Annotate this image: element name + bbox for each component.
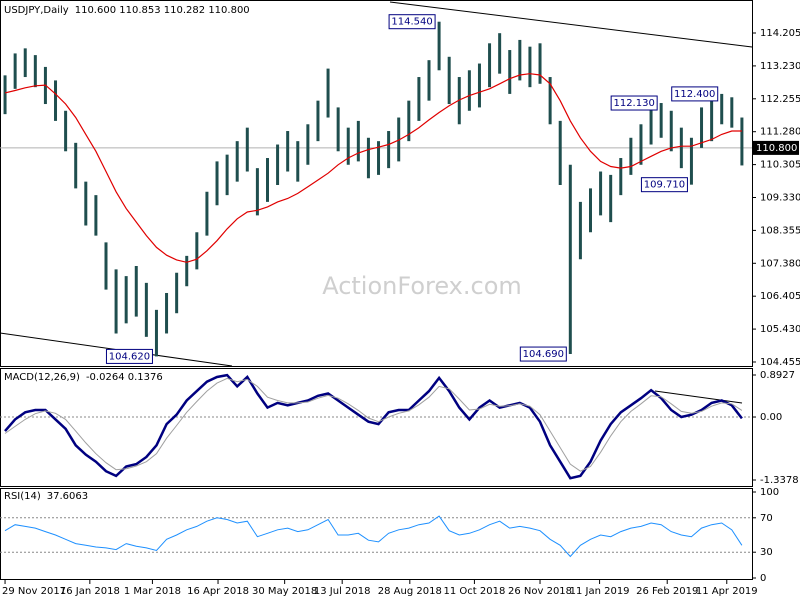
annotation-box: [671, 86, 719, 102]
y-tick-label: 111.280: [760, 127, 800, 138]
x-tick-label: 28 Aug 2018: [378, 586, 442, 597]
indicator-line: [4, 373, 743, 480]
x-tick-label: 16 Apr 2018: [187, 586, 249, 597]
pane-title: RSI(14): [4, 491, 41, 502]
annotation-label: 112.400: [674, 89, 715, 100]
pane-values: 37.6063: [47, 491, 88, 502]
rsi-pane: [0, 488, 753, 580]
trend-line: [389, 1, 753, 48]
y-tick-label: 106.405: [760, 291, 800, 302]
annotation-label: 104.690: [523, 349, 564, 360]
annotation-label: 112.130: [613, 98, 654, 109]
y-tick-label: 112.255: [760, 94, 800, 105]
watermark: ActionForex.com: [322, 272, 522, 300]
annotation-box: [640, 177, 688, 193]
x-tick-label: 30 May 2018: [252, 586, 317, 597]
y-tick-label: 104.455: [760, 357, 800, 368]
x-tick-label: 11 Oct 2018: [444, 586, 506, 597]
y-tick-label: 0.00: [760, 412, 782, 423]
y-tick-label: 110.305: [760, 160, 800, 171]
macd-pane: [0, 368, 753, 487]
x-tick-label: 1 Mar 2018: [124, 586, 181, 597]
pane-title: MACD(12,26,9): [4, 372, 80, 383]
price-pane: [0, 0, 753, 367]
x-tick-label: 11 Apr 2019: [696, 586, 758, 597]
y-tick-label: 70: [760, 513, 773, 524]
pane-values: 110.600 110.853 110.282 110.800: [75, 5, 250, 16]
x-tick-label: 11 Jan 2019: [570, 586, 630, 597]
y-tick-label: 100: [760, 487, 779, 498]
annotation-label: 104.620: [109, 351, 150, 362]
x-tick-label: 29 Nov 2017: [2, 586, 66, 597]
y-tick-label: 30: [760, 547, 773, 558]
y-tick-label: 114.205: [760, 28, 800, 39]
y-tick-label: 0.8927: [760, 370, 795, 381]
annotation-box: [388, 14, 436, 30]
x-tick-label: 26 Feb 2019: [636, 586, 698, 597]
annotation-label: 109.710: [644, 180, 685, 191]
annotation-box: [519, 346, 567, 362]
last-price-box: [753, 140, 799, 155]
indicator-line: [4, 515, 743, 558]
y-tick-label: 113.230: [760, 61, 800, 72]
annotation-box: [105, 348, 153, 364]
x-tick-label: 13 Jul 2018: [314, 586, 371, 597]
pane-values: -0.0264 0.1376: [86, 372, 163, 383]
annotation-label: 114.540: [391, 17, 432, 28]
moving-average: [4, 73, 742, 263]
pane-title: USDJPY,Daily: [4, 5, 69, 16]
y-tick-label: 108.355: [760, 225, 800, 236]
y-tick-label: 0: [760, 573, 766, 584]
x-tick-label: 26 Nov 2018: [508, 586, 572, 597]
annotation-box: [610, 95, 658, 111]
y-tick-label: -1.3378: [760, 475, 799, 486]
y-tick-label: 109.330: [760, 192, 800, 203]
last-price-label: 110.800: [756, 143, 797, 154]
y-tick-label: 105.430: [760, 324, 800, 335]
trend-line: [654, 390, 743, 404]
y-tick-label: 107.380: [760, 258, 800, 269]
x-tick-label: 16 Jan 2018: [60, 586, 120, 597]
indicator-line: [4, 377, 743, 472]
